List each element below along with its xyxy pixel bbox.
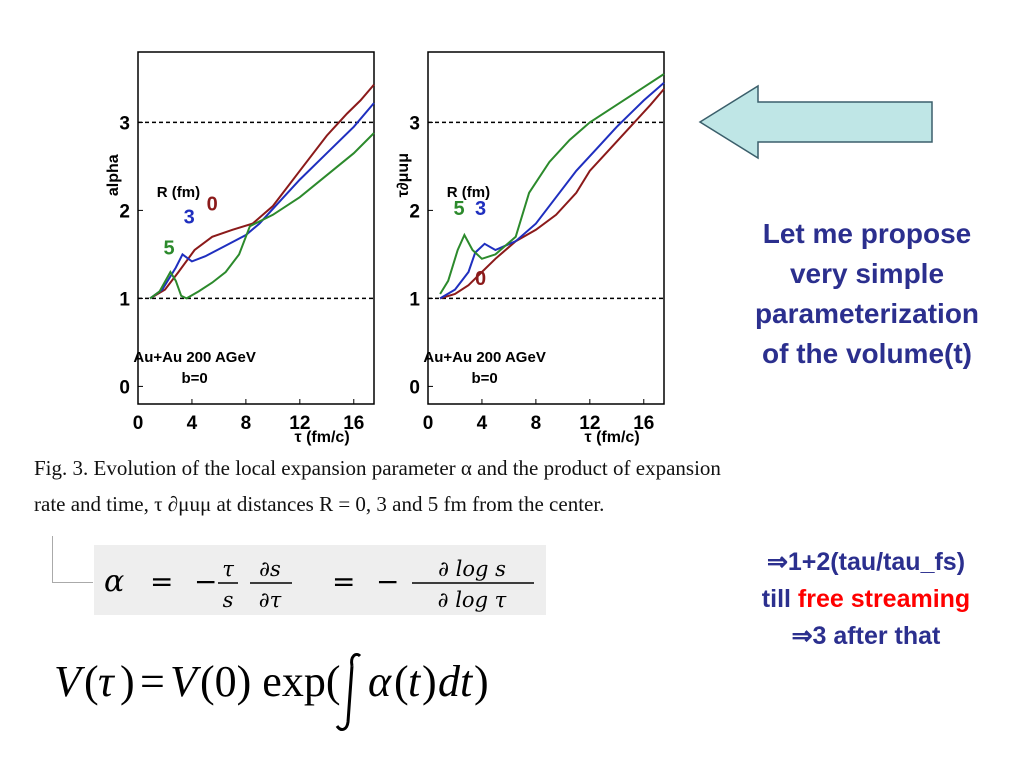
svg-text:): )	[422, 657, 437, 706]
impact-annotation: b=0	[182, 370, 208, 387]
svg-text:): )	[120, 657, 135, 706]
free-streaming-label: free streaming	[797, 585, 971, 613]
series-line-R3	[439, 82, 665, 300]
svg-text:t: t	[408, 657, 422, 706]
series-line-R5	[439, 73, 665, 295]
x-tick-label: 4	[187, 413, 198, 434]
legend-title: R (fm)	[157, 184, 200, 201]
proposal-note: Let me propose very simple parameterizat…	[722, 214, 1012, 374]
x-axis-label: τ (fm/c)	[585, 429, 640, 446]
plot-frame	[427, 51, 665, 405]
series-line-R3	[149, 102, 375, 300]
rule-line-2-prefix: till	[761, 585, 798, 613]
collision-annotation: Au+Au 200 AGeV	[423, 349, 545, 366]
legend-title: R (fm)	[447, 184, 490, 201]
series-label-R5: 5	[163, 237, 174, 259]
rule-line-2: till free streaming	[716, 581, 1016, 618]
series-line-R0	[439, 88, 665, 300]
left-arrow-icon	[698, 84, 933, 160]
x-tick-label: 12	[579, 413, 600, 434]
y-tick-label: 0	[119, 377, 130, 398]
x-tick-label: 16	[343, 413, 364, 434]
eq-minus-2: −	[376, 565, 399, 598]
caption-line-2: rate and time, τ ∂μuμ at distances R = 0…	[34, 492, 605, 516]
collision-annotation: Au+Au 200 AGeV	[133, 349, 255, 366]
vol-eq-paren: (	[84, 657, 99, 706]
eq-equals-1: =	[150, 565, 173, 598]
eq-minus-1: −	[194, 565, 217, 598]
series-label-R3: 3	[184, 207, 195, 229]
y-tick-label: 1	[119, 289, 130, 310]
alpha-equation: α = − τ s ∂s ∂τ = − ∂ log s ∂ log τ	[104, 557, 534, 612]
y-tick-label: 2	[119, 201, 130, 222]
x-tick-label: 8	[531, 413, 542, 434]
vol-eq-equals: =	[140, 657, 165, 706]
equation-bracket	[52, 536, 93, 583]
eq-dlogtau: ∂ log τ	[438, 588, 507, 612]
eq-dlogs: ∂ log s	[438, 557, 506, 581]
svg-text:(0) exp(: (0) exp(	[200, 657, 341, 706]
y-tick-label: 0	[409, 377, 420, 398]
impact-annotation: b=0	[472, 370, 498, 387]
integral-sign	[335, 652, 362, 731]
series-label-R0: 0	[207, 193, 218, 215]
series-line-R0	[149, 83, 375, 300]
proposal-line-1: Let me propose	[762, 218, 972, 249]
proposal-line-3: parameterization	[754, 298, 980, 329]
y-axis-label: τ∂μuμ	[395, 153, 412, 197]
series-label-R5: 5	[453, 198, 464, 220]
svg-text:α: α	[368, 657, 392, 706]
series-label-R0: 0	[475, 268, 486, 290]
series-line-R5	[149, 132, 375, 300]
svg-text:τ: τ	[98, 657, 116, 706]
parameterization-rule: ⇒1+2(tau/tau_fs) till free streaming ⇒3 …	[716, 544, 1016, 655]
caption-line-1: Fig. 3. Evolution of the local expansion…	[34, 456, 721, 480]
x-tick-label: 0	[133, 413, 144, 434]
y-tick-label: 2	[409, 201, 420, 222]
proposal-line-2: very simple	[789, 258, 945, 289]
alpha-equation-box	[94, 545, 546, 615]
x-tick-label: 8	[241, 413, 252, 434]
eq-equals-2: =	[332, 565, 355, 598]
eq-alpha-symbol: α	[104, 564, 124, 599]
svg-text:V: V	[170, 657, 202, 706]
figure-caption: Fig. 3. Evolution of the local expansion…	[34, 450, 774, 522]
x-tick-label: 16	[633, 413, 654, 434]
rule-line-3: ⇒3 after that	[791, 622, 941, 650]
y-tick-label: 3	[409, 113, 420, 134]
proposal-line-4: of the volume(t)	[762, 338, 972, 369]
vol-eq-lhs: V	[54, 657, 86, 706]
x-axis-label: τ (fm/c)	[295, 429, 350, 446]
svg-text:): )	[474, 657, 489, 706]
svg-text:dt: dt	[438, 657, 474, 706]
volume-equation: V ( τ ) = V (0) exp( α ( t ) dt )	[54, 652, 489, 731]
eq-ds: ∂s	[259, 557, 281, 581]
plot-frame	[137, 51, 375, 405]
y-tick-label: 3	[119, 113, 130, 134]
eq-dtau: ∂τ	[259, 588, 282, 612]
rule-line-1: ⇒1+2(tau/tau_fs)	[766, 548, 966, 576]
x-tick-label: 12	[289, 413, 310, 434]
y-axis-label: alpha	[105, 154, 122, 196]
x-tick-label: 4	[477, 413, 488, 434]
x-tick-label: 0	[423, 413, 434, 434]
eq-s: s	[223, 588, 234, 612]
eq-tau: τ	[222, 557, 234, 581]
svg-text:(: (	[394, 657, 409, 706]
y-tick-label: 1	[409, 289, 420, 310]
series-label-R3: 3	[475, 198, 486, 220]
